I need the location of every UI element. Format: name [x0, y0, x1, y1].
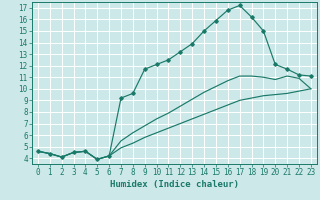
- X-axis label: Humidex (Indice chaleur): Humidex (Indice chaleur): [110, 180, 239, 189]
